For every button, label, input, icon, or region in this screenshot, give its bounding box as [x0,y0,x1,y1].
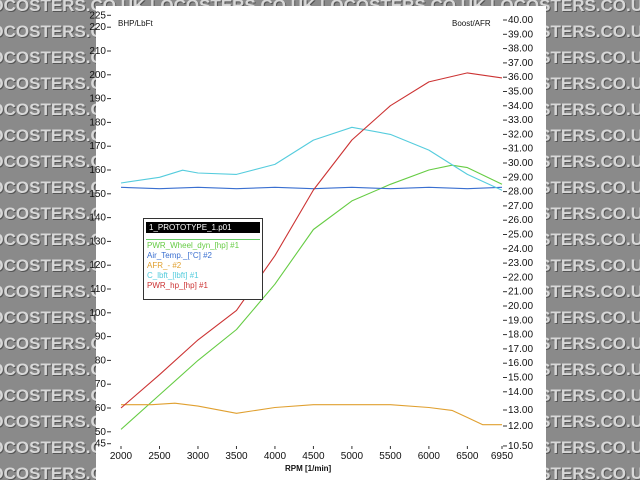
y-tick-label: 180 [89,117,106,128]
y2-tick-label: 14.00 [508,387,533,398]
y-tick-label: 225 [89,10,106,21]
x-tick-label: 3500 [225,451,248,462]
y2-tick-label: 32.00 [508,129,533,140]
y-tick-label: 50 [95,427,107,438]
x-tick-label: 2500 [148,451,171,462]
series-line-2 [121,402,502,426]
y-tick-label: 210 [89,46,106,57]
legend-entry: Air_Temp._[°C] #2 [147,251,213,260]
y2-tick-label: 30.00 [508,158,533,169]
legend-header: 1_PROTOTYPE_1.p01 [146,222,260,233]
y2-tick-label: 22.00 [508,272,533,283]
x-tick-label: 6500 [456,451,479,462]
y2-tick-label: 15.00 [508,373,533,384]
y-tick-label: 220 [89,22,106,33]
y2-tick-label: 17.00 [508,344,533,355]
y2-tick-label: 37.00 [508,58,533,69]
y2-tick-label: 16.00 [508,358,533,369]
y-tick-label: 160 [89,165,106,176]
y-tick-label: 90 [95,332,107,343]
y2-tick-label: 28.00 [508,187,533,198]
y-tick-label: 80 [95,355,107,366]
y-tick-label: 190 [89,94,106,105]
y2-tick-label: 39.00 [508,29,533,40]
y2-tick-label: 25.00 [508,230,533,241]
legend-entry: C_lbft_[lbft] #1 [147,271,199,280]
y2-tick-label: 10.50 [508,441,533,452]
y2-tick-label: 38.00 [508,44,533,55]
x-tick-label: 5000 [341,451,364,462]
y2-tick-label: 19.00 [508,315,533,326]
y2-axis-label: Boost/AFR [452,19,491,28]
series-line-3 [120,126,503,191]
y-tick-label: 70 [95,379,107,390]
x-axis-label: RPM [1/min] [285,464,332,473]
y-tick-label: 140 [89,213,106,224]
x-tick-label: 6000 [418,451,441,462]
y2-tick-label: 31.00 [508,144,533,155]
y2-tick-label: 13.00 [508,405,533,416]
y-tick-label: 100 [89,308,106,319]
y-tick-label: 45 [95,439,107,450]
x-tick-label: 3000 [187,451,210,462]
y-tick-label: 130 [89,236,106,247]
y-axis-label: BHP/LbFt [118,19,153,28]
x-tick-label: 5500 [379,451,402,462]
series-line-0 [120,164,503,430]
y-tick-label: 120 [89,260,106,271]
legend-entry: PWR_Wheel_dyn_[hp] #1 [147,241,240,250]
x-tick-label: 2000 [110,451,133,462]
y-tick-label: 60 [95,403,107,414]
y-tick-label: 170 [89,141,106,152]
x-tick-label: 4000 [264,451,287,462]
y-tick-label: 200 [89,70,106,81]
legend-entry: AFR_- #2 [147,261,182,270]
y2-tick-label: 20.00 [508,301,533,312]
y2-tick-label: 36.00 [508,72,533,83]
y2-tick-label: 26.00 [508,215,533,226]
y2-tick-label: 23.00 [508,258,533,269]
x-tick-label: 4500 [302,451,325,462]
y2-tick-label: 35.00 [508,87,533,98]
y2-tick-label: 12.00 [508,421,533,432]
x-tick-label: 6950 [491,451,514,462]
y2-tick-label: 33.00 [508,115,533,126]
y2-tick-label: 34.00 [508,101,533,112]
y2-tick-label: 24.00 [508,244,533,255]
y2-tick-label: 29.00 [508,172,533,183]
y2-tick-label: 18.00 [508,330,533,341]
y-tick-label: 110 [90,284,106,295]
y2-tick-label: 40.00 [508,15,533,26]
legend: 1_PROTOTYPE_1.p01 PWR_Wheel_dyn_[hp] #1 A… [143,218,263,300]
y2-tick-label: 27.00 [508,201,533,212]
y-tick-label: 150 [89,189,106,200]
legend-entry: PWR_hp_[hp] #1 [147,281,208,290]
legend-divider [146,239,260,240]
y2-tick-label: 21.00 [508,287,533,298]
series-line-1 [120,186,503,190]
series-line-4 [120,72,503,409]
